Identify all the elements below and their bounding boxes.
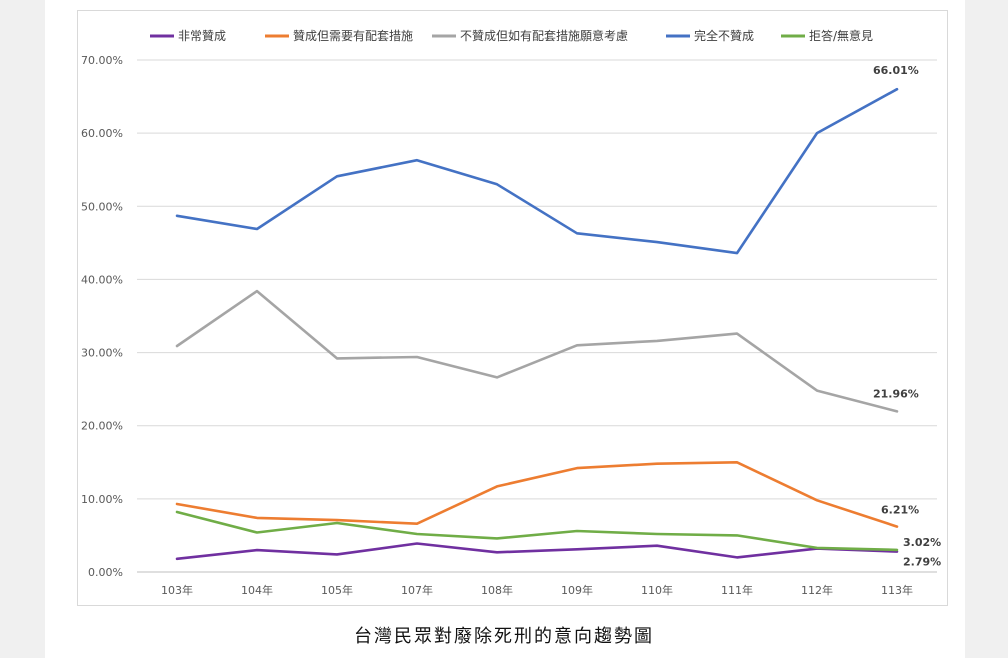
- x-tick-label: 109年: [561, 583, 593, 597]
- x-tick-label: 112年: [801, 583, 833, 597]
- legend-label: 不贊成但如有配套措施願意考慮: [460, 28, 628, 43]
- series-line: [175, 289, 899, 413]
- y-tick-label: 40.00%: [81, 273, 123, 286]
- legend-label: 非常贊成: [178, 29, 226, 43]
- data-label: 66.01%: [873, 64, 919, 77]
- y-tick-label: 20.00%: [81, 420, 123, 433]
- x-tick-label: 110年: [641, 583, 673, 597]
- series-line: [175, 542, 899, 561]
- x-tick-label: 108年: [481, 583, 513, 597]
- series-line: [175, 460, 899, 528]
- data-label: 6.21%: [881, 504, 919, 517]
- y-tick-label: 60.00%: [81, 127, 123, 140]
- y-tick-label: 50.00%: [81, 200, 123, 213]
- data-label: 21.96%: [873, 387, 919, 400]
- x-tick-label: 105年: [321, 583, 353, 597]
- legend-label: 贊成但需要有配套措施: [293, 29, 413, 43]
- x-tick-label: 104年: [241, 583, 273, 597]
- data-label: 2.79%: [903, 556, 941, 569]
- y-tick-label: 30.00%: [81, 347, 123, 360]
- legend-label: 拒答/無意見: [809, 28, 873, 43]
- series-line: [175, 510, 899, 552]
- chart-frame: [77, 10, 948, 606]
- y-tick-label: 70.00%: [81, 54, 123, 67]
- y-tick-label: 10.00%: [81, 493, 123, 506]
- data-label: 3.02%: [903, 536, 941, 549]
- series-line: [175, 87, 899, 255]
- x-tick-label: 103年: [161, 583, 193, 597]
- y-tick-label: 0.00%: [88, 566, 123, 579]
- legend-label: 完全不贊成: [694, 28, 754, 43]
- x-tick-label: 107年: [401, 583, 433, 597]
- chart-caption: 台灣民眾對廢除死刑的意向趨勢圖: [354, 626, 654, 647]
- x-tick-label: 113年: [881, 583, 913, 597]
- x-tick-label: 111年: [721, 583, 753, 597]
